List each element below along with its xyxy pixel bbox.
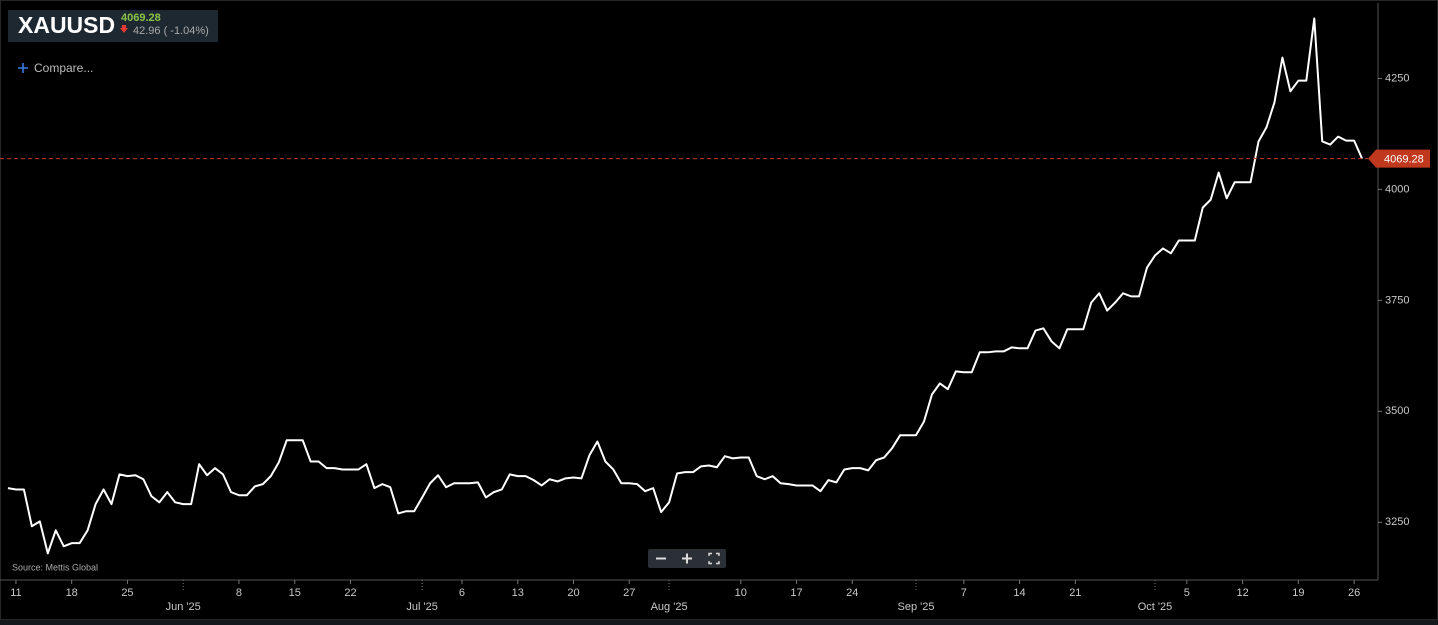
x-tick-label: Aug '25 [651, 601, 688, 613]
x-tick-label: 15 [289, 587, 301, 599]
x-tick-label: 7 [961, 587, 967, 599]
price-change: 42.96 ( -1.04%) [133, 25, 209, 37]
x-tick-label: Sep '25 [898, 601, 935, 613]
symbol-box [8, 10, 218, 42]
x-tick-label: 26 [1348, 587, 1360, 599]
y-tick-label: 3500 [1385, 405, 1409, 417]
x-tick-label: 13 [512, 587, 524, 599]
x-tick-label: 17 [790, 587, 802, 599]
price-line [7, 17, 1363, 555]
x-tick-label: Jul '25 [406, 601, 437, 613]
x-tick-label: 10 [735, 587, 747, 599]
y-tick-label: 4000 [1385, 183, 1409, 195]
x-tick-label: 18 [66, 587, 78, 599]
x-tick-label: 24 [846, 587, 858, 599]
y-tick-label: 3750 [1385, 294, 1409, 306]
plus-icon [682, 553, 692, 564]
zoom-in[interactable] [682, 553, 692, 564]
x-tick-label: 14 [1013, 587, 1025, 599]
fullscreen[interactable] [708, 552, 720, 565]
x-tick-label: 21 [1069, 587, 1081, 599]
x-tick-label: Jun '25 [166, 601, 201, 613]
x-tick-label: 12 [1236, 587, 1248, 599]
x-tick-label: Oct '25 [1138, 601, 1173, 613]
last-price-label: 4069.28 [1384, 154, 1424, 166]
plus-icon [18, 63, 28, 73]
zoom-controls [648, 549, 726, 568]
compare-button[interactable]: Compare... [18, 61, 93, 75]
x-tick-label: 8 [236, 587, 242, 599]
x-tick-label: 20 [567, 587, 579, 599]
x-tick-label: 27 [623, 587, 635, 599]
compare-label[interactable]: Compare... [34, 61, 93, 75]
y-tick-label: 4250 [1385, 72, 1409, 84]
bottom-strip [0, 620, 1438, 625]
price: 4069.28 [121, 12, 161, 24]
x-tick-label: 19 [1292, 587, 1304, 599]
x-tick-label: 25 [121, 587, 133, 599]
x-tick-label: 22 [344, 587, 356, 599]
y-tick-label: 3250 [1385, 516, 1409, 528]
last-price-tag [1368, 149, 1430, 168]
x-tick-label: 11 [10, 587, 21, 599]
x-tick-label: 5 [1184, 587, 1190, 599]
source: Source: Mettis Global [12, 562, 98, 572]
x-tick-label: 6 [459, 587, 465, 599]
symbol: XAUUSD [18, 12, 115, 38]
expand-icon [708, 552, 720, 565]
down-arrow [120, 25, 128, 33]
